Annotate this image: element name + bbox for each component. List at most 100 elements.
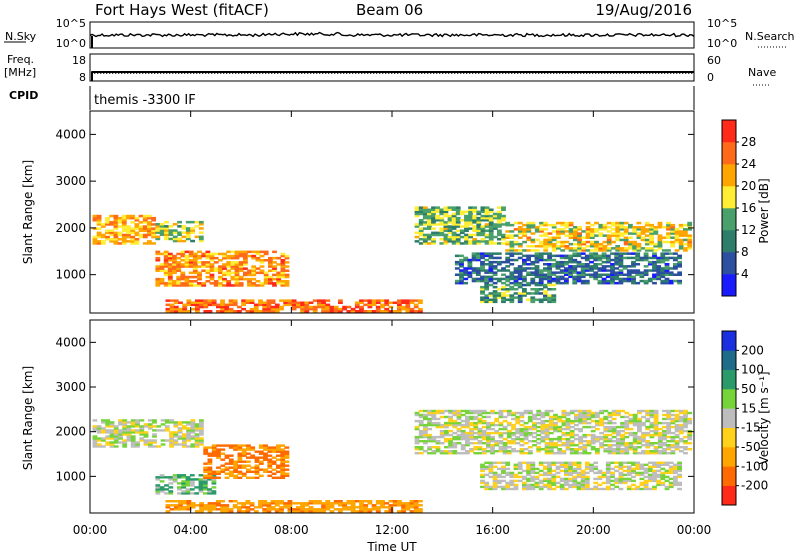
power-echo-cell bbox=[636, 221, 642, 225]
power-echo-cell bbox=[113, 231, 119, 235]
velocity-echo-cell bbox=[258, 444, 264, 447]
velocity-echo-cell bbox=[526, 483, 531, 487]
velocity-echo-cell bbox=[296, 510, 301, 513]
velocity-echo-cell bbox=[490, 435, 495, 439]
velocity-echo-cell bbox=[620, 429, 625, 433]
velocity-echo-cell bbox=[101, 419, 106, 422]
velocity-echo-cell bbox=[444, 431, 449, 435]
velocity-echo-cell bbox=[595, 427, 600, 431]
velocity-echo-cell bbox=[172, 478, 178, 481]
power-echo-cell bbox=[543, 277, 548, 281]
power-echo-cell bbox=[649, 228, 654, 231]
velocity-echo-cell bbox=[574, 437, 579, 441]
freq-trace bbox=[91, 71, 694, 81]
power-echo-cell bbox=[517, 292, 523, 295]
power-echo-cell bbox=[213, 280, 219, 283]
power-echo-cell bbox=[188, 261, 194, 264]
velocity-echo-cell bbox=[526, 467, 531, 471]
velocity-colorbar-label: Velocity [m s⁻¹] bbox=[757, 371, 771, 464]
power-echo-cell bbox=[205, 250, 211, 254]
velocity-echo-cell bbox=[465, 437, 470, 441]
velocity-echo-cell bbox=[177, 429, 183, 432]
velocity-echo-cell bbox=[673, 465, 678, 468]
power-echo-cell bbox=[496, 279, 502, 283]
velocity-echo-cell bbox=[490, 431, 495, 435]
velocity-echo-cell bbox=[540, 421, 546, 425]
power-echo-cell bbox=[660, 271, 666, 274]
power-echo-cell bbox=[243, 254, 248, 258]
velocity-echo-cell bbox=[582, 419, 588, 423]
power-echo-cell bbox=[287, 303, 293, 307]
power-echo-cell bbox=[623, 238, 629, 242]
power-echo-cell bbox=[247, 280, 252, 283]
power-echo-cell bbox=[194, 220, 200, 224]
power-echo-cell bbox=[517, 275, 523, 279]
velocity-echo-cell bbox=[645, 425, 651, 429]
velocity-echo-cell bbox=[414, 448, 420, 451]
power-echo-cell bbox=[207, 303, 213, 307]
power-echo-cell bbox=[632, 242, 637, 246]
velocity-echo-cell bbox=[284, 454, 290, 457]
velocity-echo-cell bbox=[551, 481, 557, 485]
power-echo-cell bbox=[492, 290, 498, 293]
velocity-echo-cell bbox=[628, 413, 634, 417]
velocity-echo-cell bbox=[189, 492, 195, 495]
power-echo-cell bbox=[635, 269, 641, 272]
velocity-echo-cell bbox=[574, 427, 579, 431]
velocity-echo-cell bbox=[572, 479, 578, 483]
power-echo-cell bbox=[401, 299, 406, 302]
velocity-echo-cell bbox=[678, 446, 684, 449]
velocity-echo-cell bbox=[135, 443, 140, 446]
velocity-echo-cell bbox=[668, 471, 674, 475]
velocity-echo-cell bbox=[267, 460, 273, 463]
velocity-echo-cell bbox=[135, 429, 140, 432]
velocity-echo-cell bbox=[405, 506, 411, 509]
power-echo-cell bbox=[422, 223, 428, 226]
power-echo-cell bbox=[631, 269, 636, 272]
power-colorbar-swatch bbox=[722, 274, 736, 297]
power-echo-cell bbox=[346, 310, 352, 313]
power-echo-cell bbox=[628, 236, 633, 239]
velocity-echo-cell bbox=[241, 460, 247, 463]
nave-tick-top: 60 bbox=[707, 54, 721, 67]
power-echo-cell bbox=[249, 307, 255, 311]
velocity-echo-cell bbox=[637, 437, 642, 441]
velocity-echo-cell bbox=[182, 445, 187, 448]
velocity-echo-cell bbox=[126, 439, 132, 442]
power-echo-cell bbox=[92, 238, 98, 241]
power-echo-cell bbox=[480, 238, 486, 241]
velocity-colorbar-tick-label: 50 bbox=[741, 382, 756, 396]
velocity-echo-cell bbox=[460, 423, 466, 427]
velocity-echo-cell bbox=[543, 477, 548, 481]
power-echo-cell bbox=[631, 271, 636, 274]
velocity-echo-cell bbox=[241, 448, 247, 451]
power-echo-cell bbox=[573, 228, 578, 231]
power-echo-cell bbox=[605, 279, 611, 283]
velocity-echo-cell bbox=[199, 441, 204, 444]
power-echo-cell bbox=[668, 256, 674, 260]
velocity-echo-cell bbox=[568, 473, 573, 477]
velocity-echo-cell bbox=[603, 433, 609, 437]
velocity-echo-cell bbox=[605, 485, 611, 489]
power-echo-cell bbox=[167, 273, 173, 277]
velocity-echo-cell bbox=[599, 421, 604, 425]
velocity-echo-cell bbox=[384, 510, 390, 513]
power-echo-cell bbox=[198, 237, 204, 241]
power-echo-cell bbox=[476, 212, 482, 216]
velocity-echo-cell bbox=[452, 442, 458, 445]
velocity-echo-cell bbox=[620, 442, 625, 445]
velocity-echo-cell bbox=[168, 490, 174, 493]
power-echo-cell bbox=[167, 256, 173, 260]
power-echo-cell bbox=[176, 252, 182, 256]
power-echo-cell bbox=[241, 303, 246, 307]
velocity-echo-cell bbox=[484, 461, 490, 464]
velocity-echo-cell bbox=[413, 506, 419, 509]
velocity-echo-cell bbox=[498, 448, 504, 451]
velocity-echo-cell bbox=[551, 479, 557, 483]
power-echo-cell bbox=[164, 231, 169, 234]
velocity-echo-cell bbox=[105, 419, 111, 422]
power-echo-cell bbox=[159, 233, 165, 236]
power-echo-cell bbox=[92, 227, 98, 230]
power-echo-cell bbox=[371, 303, 377, 307]
